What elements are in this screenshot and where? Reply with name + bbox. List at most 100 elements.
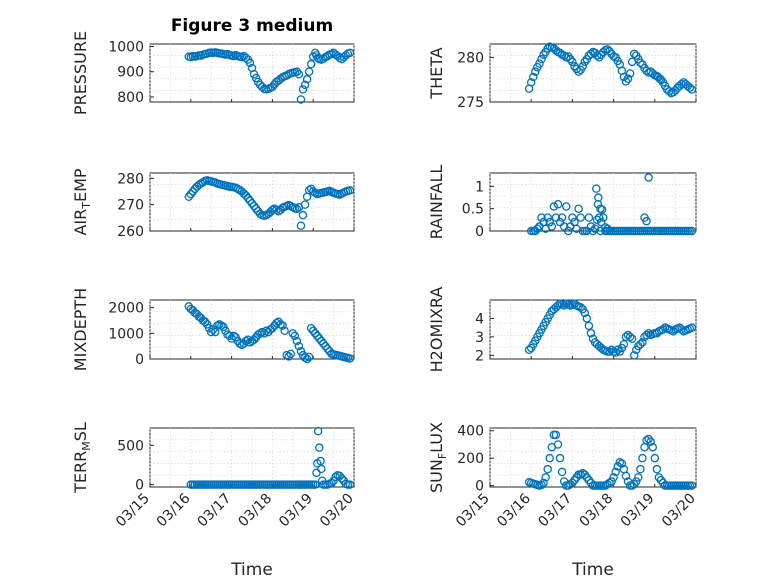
data-point (586, 222, 596, 231)
data-point (605, 478, 614, 488)
y-label-main: RAINFALL (427, 165, 446, 240)
y-axis-label: PRESSURE (71, 31, 90, 115)
data-point (586, 328, 596, 338)
data-point (621, 471, 631, 481)
y-tick-label: 280 (117, 171, 144, 187)
data-point (646, 437, 655, 446)
data-point (294, 70, 304, 79)
data-point (268, 205, 277, 215)
data-point (304, 67, 314, 76)
y-label-main: TERR (71, 451, 90, 494)
data-point (559, 51, 569, 60)
data-point (539, 478, 548, 488)
subplot-h2omixra: 2 3 4 H2OMIXRA (427, 287, 697, 373)
data-point (685, 83, 695, 92)
data-point (632, 477, 641, 486)
data-point (241, 191, 251, 200)
data-point (545, 453, 554, 463)
x-axis-label: Time (230, 560, 273, 580)
y-label-tail: EMP (71, 168, 90, 202)
data-point (543, 213, 552, 222)
series-points (184, 302, 355, 364)
data-point (186, 189, 196, 199)
x-axis-label: Time (571, 560, 614, 580)
y-axis-label: AIRTEMP (71, 168, 93, 235)
y-tick-label: 3 (475, 330, 484, 346)
data-point (526, 78, 536, 87)
data-point (292, 336, 302, 346)
data-point (613, 345, 622, 355)
data-point (584, 321, 594, 331)
x-tick-label: 03/15 (453, 491, 493, 531)
y-tick-label: 200 (457, 451, 484, 467)
data-point (541, 473, 550, 482)
data-point (313, 331, 322, 341)
y-tick-label: 0 (475, 479, 484, 495)
subplot-terr_msl: 0 500 03/15 03/16 03/17 03/18 03/19 03/20 Time TE… (71, 422, 357, 580)
data-point (592, 51, 602, 60)
gridlines (149, 300, 355, 359)
y-label-main: SUN (427, 459, 446, 493)
data-point (290, 331, 300, 341)
data-point (642, 436, 651, 445)
data-point (298, 85, 308, 94)
y-tick-label: 275 (457, 95, 484, 111)
data-point (543, 44, 552, 53)
data-point (557, 213, 567, 222)
data-point (323, 344, 332, 353)
data-point (634, 473, 643, 482)
data-point (574, 67, 583, 76)
y-tick-label: 500 (117, 438, 144, 454)
x-tick-label: 03/18 (235, 491, 275, 531)
data-point (268, 323, 277, 333)
data-point (636, 58, 645, 67)
data-point (315, 443, 324, 452)
data-point (629, 49, 639, 59)
y-tick-label: 2000 (108, 301, 144, 317)
y-label-subscript: T (80, 202, 93, 210)
series-points (184, 176, 355, 230)
data-point (257, 327, 267, 337)
data-point (300, 200, 310, 209)
data-point (243, 193, 253, 203)
series-points (524, 42, 697, 98)
data-point (298, 210, 308, 220)
y-axis-label: H2OMIXRA (427, 287, 446, 373)
data-point (648, 442, 657, 452)
data-point (241, 53, 251, 63)
data-point (259, 329, 269, 338)
y-tick-label: 0 (135, 352, 144, 368)
data-point (294, 341, 304, 351)
data-point (310, 480, 320, 489)
subplot-air_temp: 260 270 280 AIRTEMP (71, 168, 355, 240)
data-point (535, 59, 544, 68)
data-point (638, 453, 647, 463)
data-point (345, 48, 355, 58)
data-point (308, 326, 318, 336)
data-point (603, 224, 612, 234)
data-point (652, 464, 662, 474)
data-point (605, 347, 614, 356)
data-point (619, 339, 629, 349)
data-point (524, 345, 534, 355)
x-tick-label: 03/19 (618, 491, 658, 531)
data-point (547, 222, 557, 231)
data-point (625, 69, 635, 78)
subplot-sun_flux: 0 200 400 03/15 03/16 03/17 03/18 03/19 03/20 Tim… (427, 422, 699, 580)
y-tick-label: 270 (117, 198, 144, 214)
subplot-mixdepth: 0 1000 2000 MIXDEPTH (71, 288, 355, 371)
data-point (198, 177, 208, 187)
y-label-subscript: M (80, 441, 93, 451)
data-point (619, 72, 629, 82)
data-point (317, 336, 326, 346)
x-tick-label: 03/20 (659, 491, 699, 531)
data-point (292, 67, 302, 76)
data-point (313, 426, 323, 436)
data-point (247, 199, 257, 208)
data-point (561, 202, 571, 211)
y-tick-label: 2 (475, 348, 484, 364)
data-point (553, 199, 563, 209)
data-point (576, 303, 585, 312)
data-point (319, 339, 328, 348)
data-point (229, 331, 238, 341)
